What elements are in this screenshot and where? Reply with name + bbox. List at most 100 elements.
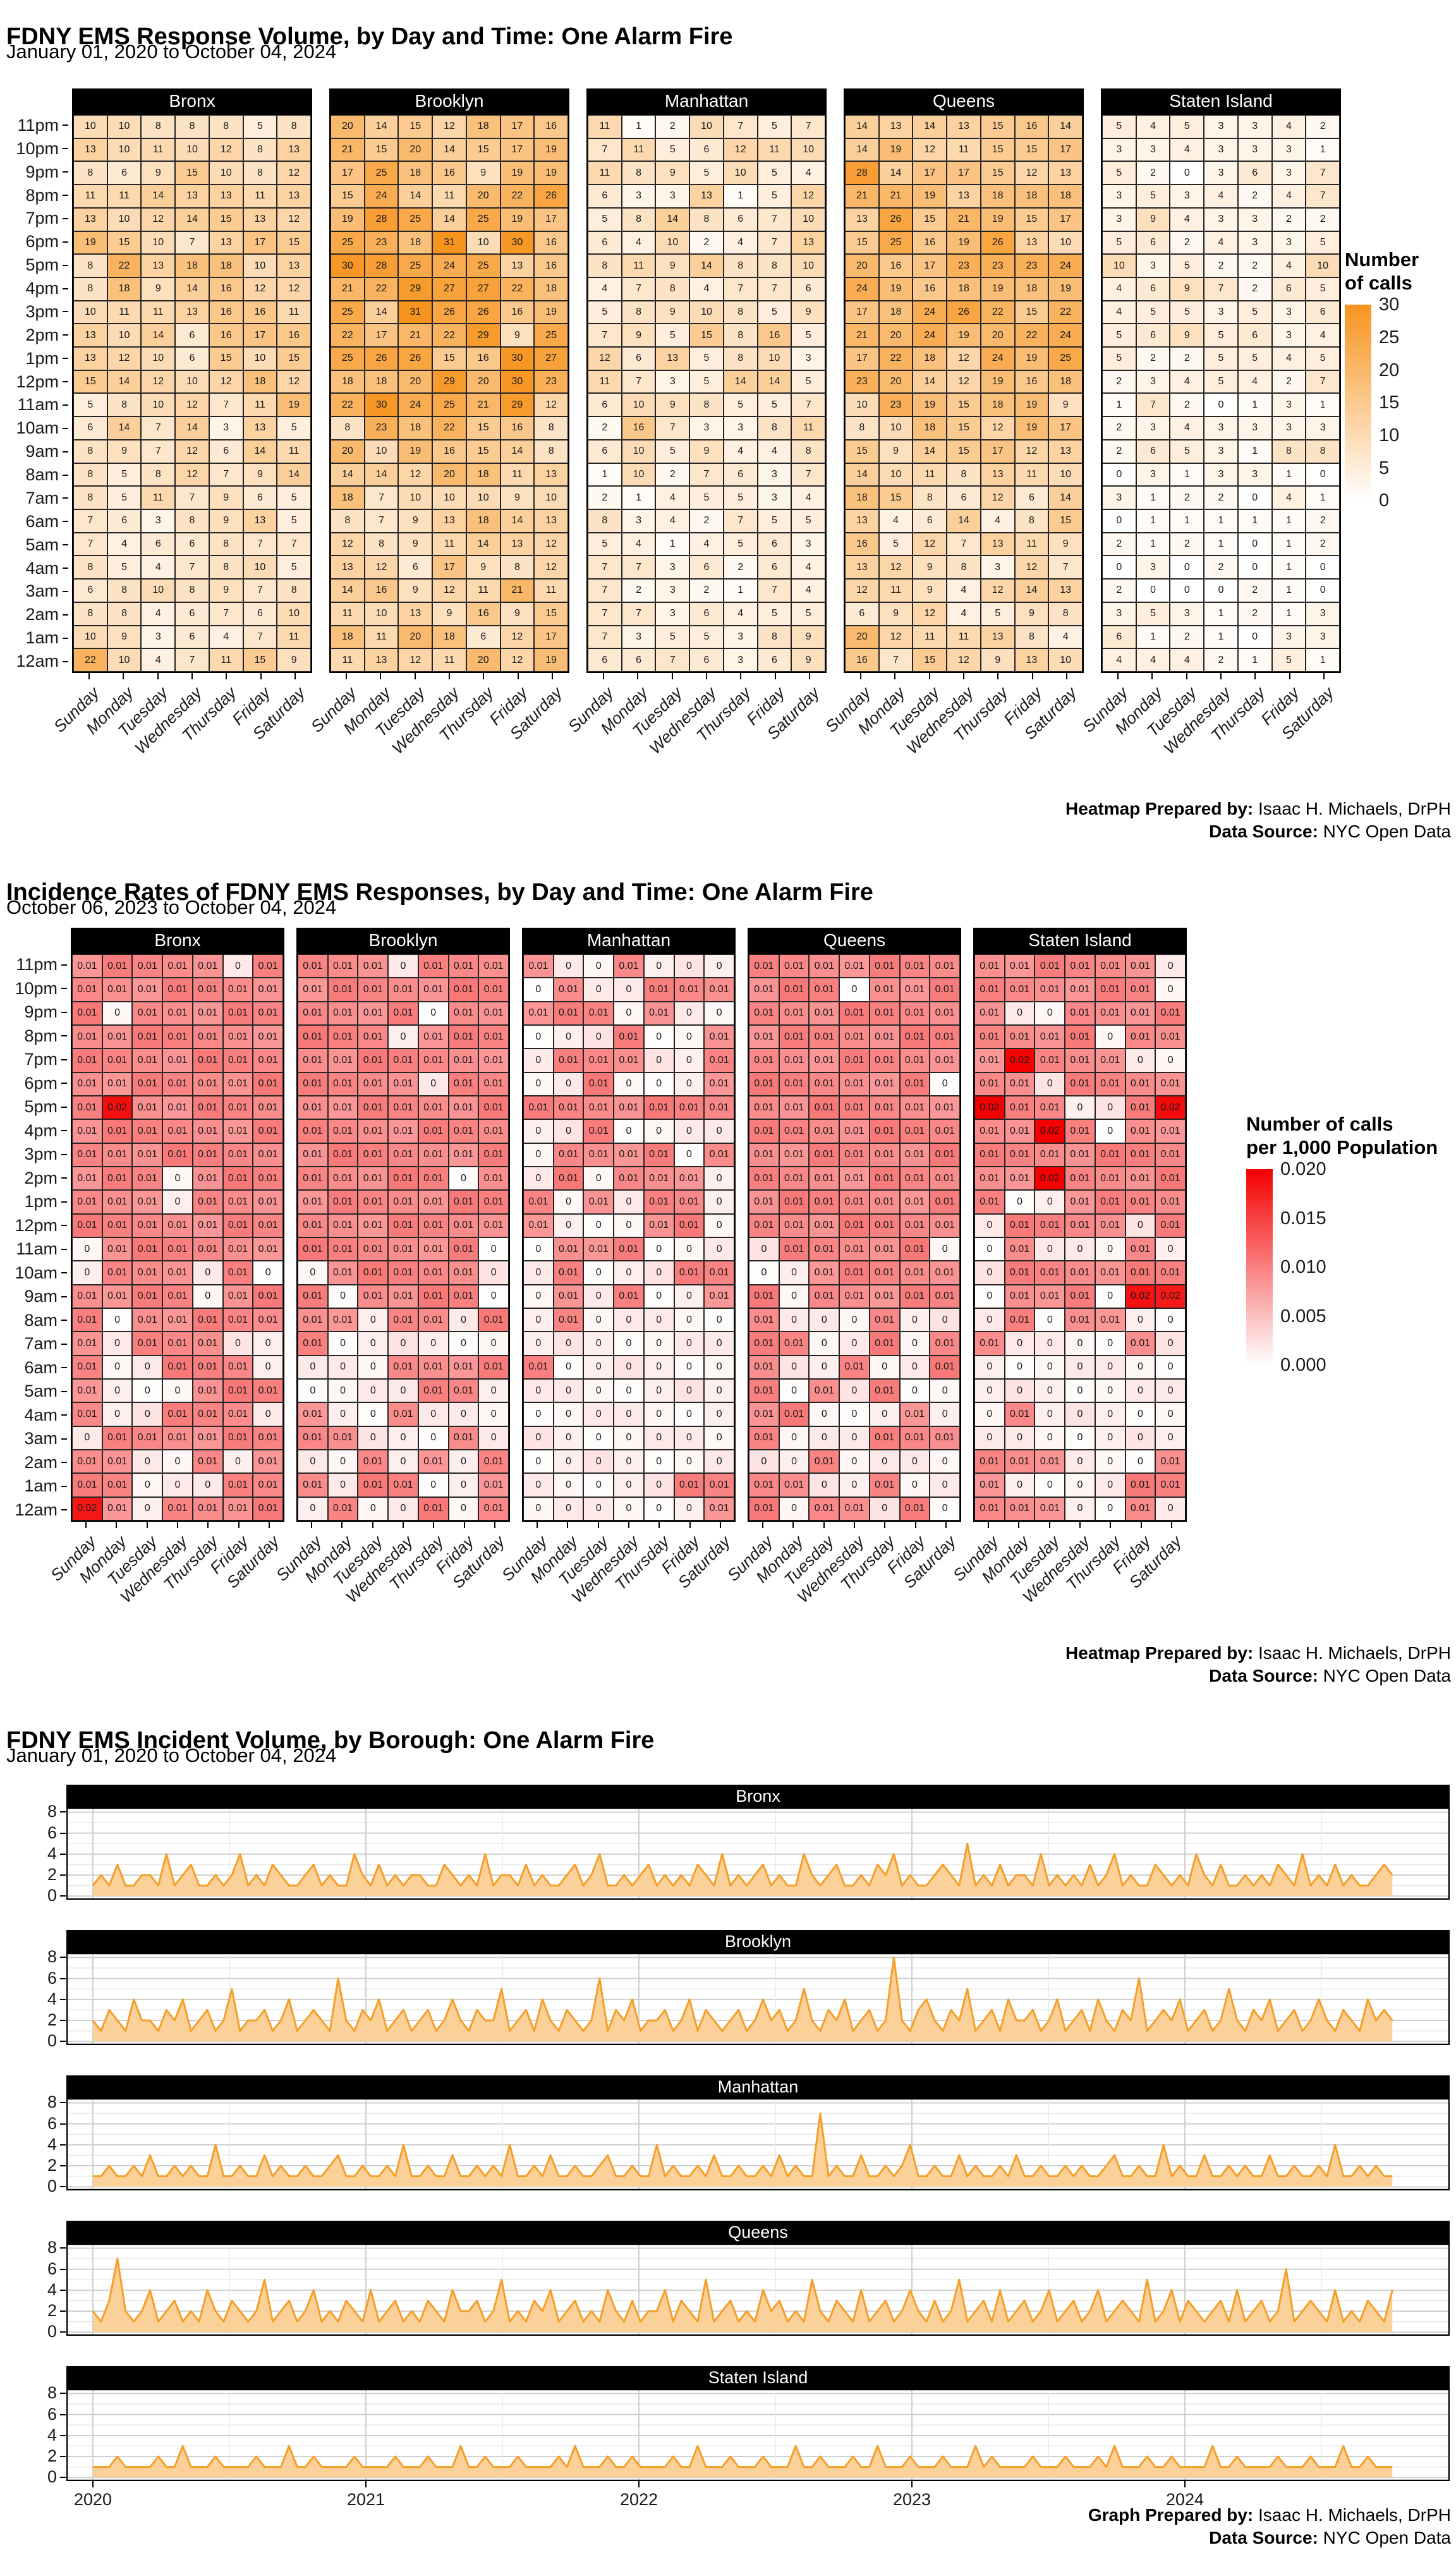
heatmap-cell: 0.01 <box>899 1497 930 1521</box>
heatmap-cell: 0.01 <box>749 1355 779 1379</box>
volume-heatmap: 11pm 10pm 9pm 8pm 7pm 6pm 5pm 4pm 3pm 2pm 1pm 12pm 1… <box>0 88 1456 768</box>
heatmap-cell: 4 <box>791 579 825 602</box>
heatmap-cell: 11 <box>432 532 466 556</box>
hour-axis-label-text: 10am <box>16 418 59 438</box>
heatmap-cell: 13 <box>500 532 535 556</box>
hour-axis-label-text: 2am <box>25 605 59 624</box>
heatmap-cell: 0.01 <box>388 1284 418 1308</box>
heatmap-cell: 13 <box>845 556 879 580</box>
caption-label: Heatmap Prepared by: <box>1065 1643 1254 1663</box>
heatmap-cell: 13 <box>845 207 879 231</box>
heatmap-cell: 0.01 <box>1095 1190 1125 1214</box>
hour-axis-label: 5am <box>0 1380 67 1404</box>
heatmap-cell: 0.01 <box>553 1095 584 1120</box>
heatmap-cell: 31 <box>432 231 466 255</box>
heatmap-cell: 5 <box>1306 231 1340 255</box>
heatmap-cell: 15 <box>432 347 466 370</box>
heatmap-cell: 15 <box>1048 509 1083 533</box>
heatmap-cell: 0.01 <box>298 1190 328 1214</box>
heatmap-cell: 0 <box>388 1426 418 1450</box>
hour-axis-label-text: 4am <box>24 1405 58 1424</box>
heatmap-cell: 0 <box>553 1332 584 1356</box>
heatmap-cell: 0 <box>583 1426 614 1450</box>
heatmap-cell: 8 <box>73 463 107 487</box>
heatmap-cell: 7 <box>621 370 656 394</box>
heatmap-cell: 8 <box>913 486 947 509</box>
heatmap-cell: 0 <box>523 1119 554 1143</box>
heatmap-cell: 0 <box>162 1449 193 1474</box>
heatmap-cell: 0.01 <box>899 1190 930 1214</box>
hour-axis-label-text: 8am <box>25 465 59 485</box>
heatmap-cell: 0 <box>643 1261 674 1285</box>
heatmap-cell: 14 <box>845 115 879 138</box>
heatmap-cell: 0 <box>132 1355 163 1379</box>
heatmap-cell: 0.01 <box>1125 1190 1156 1214</box>
axis-tick <box>207 1522 209 1528</box>
heatmap-cell: 12 <box>913 138 947 162</box>
heatmap-cell: 8 <box>845 416 879 440</box>
heatmap-cell: 0.01 <box>1004 1308 1035 1332</box>
heatmap-cell: 3 <box>1136 138 1170 162</box>
heatmap-cell: 0 <box>779 1426 810 1450</box>
hour-axis-label: 2pm <box>0 1167 67 1191</box>
heatmap-cell: 11 <box>277 625 311 649</box>
heatmap-cell: 12 <box>913 532 947 556</box>
heatmap-grid: 11 1 2 10 7 5 7 7 11 5 6 12 11 10 11 8 9 5 10 5 4 6 3 3 13 1 5 12 5 8… <box>586 114 827 673</box>
heatmap-cell: 0.01 <box>839 1119 870 1143</box>
heatmap-cell: 0 <box>583 1473 614 1497</box>
heatmap-cell: 3 <box>141 509 176 533</box>
heatmap-cell: 5 <box>277 416 311 440</box>
heatmap-cell: 8 <box>1271 439 1306 463</box>
heatmap-cell: 3 <box>1204 300 1238 324</box>
hour-axis-label-text: 8pm <box>25 185 59 205</box>
heatmap-cell: 2 <box>1271 207 1306 231</box>
heatmap-cell: 0.01 <box>222 1261 253 1285</box>
heatmap-cell: 0 <box>1155 1237 1186 1261</box>
heatmap-cell: 0.01 <box>583 1072 614 1096</box>
heatmap-cell: 0.01 <box>704 978 734 1002</box>
heatmap-cell: 0.01 <box>222 1119 253 1143</box>
axis-tick <box>61 1248 67 1250</box>
heatmap-cell: 0 <box>643 1378 674 1403</box>
heatmap-cell: 0.01 <box>327 1143 358 1167</box>
heatmap-cell: 0.01 <box>674 1261 705 1285</box>
heatmap-cell: 6 <box>73 416 107 440</box>
heatmap-cell: 0.01 <box>192 978 223 1002</box>
heatmap-cell: 10 <box>107 115 142 138</box>
heatmap-cell: 0 <box>839 1332 870 1356</box>
hour-axis-label-text: 7pm <box>25 209 59 228</box>
heatmap-cell: 0.01 <box>192 1119 223 1143</box>
heatmap-cell: 6 <box>757 556 792 580</box>
heatmap-cell: 0 <box>643 1497 674 1521</box>
axis-tick <box>63 568 68 569</box>
heatmap-cell: 5 <box>757 509 792 533</box>
heatmap-cell: 0.01 <box>779 1190 810 1214</box>
heatmap-cell: 0.01 <box>1034 1261 1065 1285</box>
axis-tick <box>963 673 964 679</box>
axis-tick <box>658 1522 660 1528</box>
hour-axis-label-text: 7pm <box>24 1050 58 1069</box>
heatmap-cell: 17 <box>534 625 568 649</box>
heatmap-cell: 0.01 <box>899 1284 930 1308</box>
heatmap-cell: 2 <box>1102 416 1136 440</box>
heatmap-cell: 20 <box>398 625 433 649</box>
heatmap-cell: 0.01 <box>253 1095 283 1120</box>
heatmap-cell: 10 <box>1306 254 1340 277</box>
heatmap-cell: 29 <box>432 370 466 394</box>
hour-axis-label-text: 5am <box>25 535 59 554</box>
heatmap-cell: 0.01 <box>192 1308 223 1332</box>
heatmap-cell: 0.01 <box>72 1378 102 1403</box>
heatmap-cell: 0.01 <box>614 1095 644 1120</box>
heatmap-cell: 6 <box>1014 486 1049 509</box>
heatmap-cell: 6 <box>1136 231 1170 255</box>
axis-tick <box>603 673 605 679</box>
heatmap-cell: 0.01 <box>1065 1001 1095 1025</box>
heatmap-cell: 10 <box>107 207 142 231</box>
heatmap-cell: 0.01 <box>779 1001 810 1025</box>
heatmap-cell: 13 <box>243 509 277 533</box>
heatmap-grid: 10 10 8 8 8 5 8 13 10 11 10 12 8 13 8 6 9 15 10 8 12 11 11 14 13… <box>72 114 312 673</box>
axis-tick <box>60 1977 66 1979</box>
heatmap-cell: 0 <box>298 1355 328 1379</box>
heatmap-cell: 4 <box>878 509 913 533</box>
heatmap-cell: 5 <box>878 532 913 556</box>
